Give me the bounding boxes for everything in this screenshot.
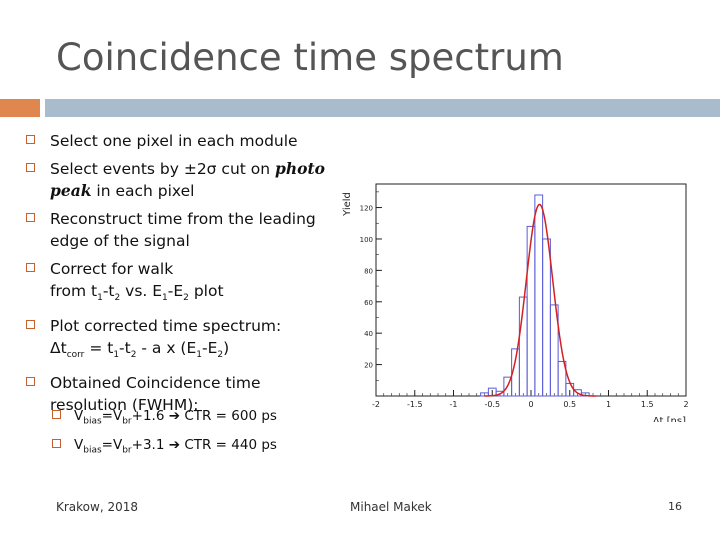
title-accent-bar	[0, 99, 40, 117]
formula-text: -E	[202, 339, 218, 358]
x-tick-label: -1	[450, 400, 458, 409]
histogram-bar	[534, 194, 544, 397]
bullet-emphasis: photo	[275, 159, 325, 178]
x-tick-label: -2	[372, 400, 380, 409]
y-axis-label: Yield	[342, 192, 353, 217]
bullet-item: Correct for walk from t1-t2 vs. E1-E2 pl…	[26, 258, 346, 309]
bullet-emphasis: peak	[50, 181, 92, 200]
sub-bullet-item: Vbias=Vbr+1.6 ➔ CTR = 600 ps	[52, 405, 277, 434]
bullet-item: Select events by ±2σ cut on photo peak i…	[26, 158, 346, 202]
footer-location: Krakow, 2018	[56, 500, 139, 514]
y-tick-label: 60	[364, 299, 373, 307]
bullet-list: Select one pixel in each module Select e…	[26, 130, 346, 422]
bullet-text: from t	[50, 282, 98, 300]
square-bullet-icon	[26, 320, 35, 330]
square-bullet-icon	[52, 410, 61, 419]
bullet-item: Plot corrected time spectrum: Δtcorr = t…	[26, 315, 346, 366]
x-tick-label: 0	[528, 400, 533, 409]
bullet-text: Obtained Coincidence time	[50, 374, 261, 393]
square-bullet-icon	[26, 213, 35, 222]
x-tick-label: 1	[606, 400, 611, 409]
bullet-text: in each pixel	[91, 182, 195, 200]
formula-text: -t	[119, 339, 131, 358]
subscript: bias	[83, 445, 102, 456]
bullet-text: -t	[102, 282, 115, 300]
bullet-text: Reconstruct time from the leading	[50, 210, 316, 228]
bullet-item: Reconstruct time from the leading edge o…	[26, 208, 346, 252]
histogram-bar	[549, 304, 559, 397]
subscript: 2	[130, 350, 137, 361]
sub-bullet-text: =V	[101, 408, 123, 424]
gaussian-fit-curve	[484, 203, 597, 397]
footer-author: Mihael Makek	[350, 500, 432, 514]
square-bullet-icon	[26, 135, 35, 144]
bullet-item: Select one pixel in each module	[26, 130, 346, 152]
sub-bullet-text: V	[74, 408, 84, 424]
x-axis-label: Δt [ns]	[653, 416, 686, 422]
page-number: 16	[668, 500, 682, 513]
x-tick-label: 1.5	[641, 400, 654, 409]
subscript: 2	[217, 350, 224, 361]
subscript: 1	[162, 293, 168, 304]
square-bullet-icon	[26, 377, 35, 387]
bullet-text: -E	[167, 282, 184, 300]
subscript: br	[122, 445, 132, 456]
bullet-text: vs. E	[120, 282, 163, 300]
y-tick-label: 40	[364, 330, 373, 338]
square-bullet-icon	[26, 263, 35, 272]
subscript: bias	[83, 416, 102, 427]
bullet-text: Plot corrected time spectrum:	[50, 317, 282, 336]
subscript: 1	[196, 350, 203, 361]
time-spectrum-histogram: -2 -1.5 -1 -0.5 0 0.5 1 1.5 2 20 40 60 80 100 120 Yield…	[342, 183, 689, 422]
plot-frame	[375, 183, 687, 397]
sub-bullet-text: V	[74, 436, 84, 453]
square-bullet-icon	[26, 163, 35, 172]
subscript: corr	[66, 350, 85, 361]
subscript: 1	[97, 293, 103, 304]
slide-title: Coincidence time spectrum	[56, 36, 564, 79]
y-tick-label: 100	[360, 236, 373, 244]
subscript: 1	[113, 350, 120, 361]
formula-text: )	[223, 339, 230, 358]
bullet-item: Obtained Coincidence time resolution (FW…	[26, 372, 346, 416]
x-tick-label: -0.5	[484, 400, 500, 409]
histogram-bar	[557, 360, 567, 397]
y-tick-label: 120	[360, 205, 373, 213]
histogram-bar	[526, 225, 536, 397]
bullet-text: Correct for walk	[50, 260, 174, 278]
y-tick-label: 80	[364, 267, 373, 275]
x-tick-label: 0.5	[563, 400, 576, 409]
formula-text: = t	[84, 339, 114, 358]
bullet-text: resolution (FWHM):	[50, 396, 199, 415]
title-rule-bar	[45, 99, 720, 117]
formula-text: Δt	[50, 339, 67, 358]
sub-bullet-text: +1.6 ➔ CTR = 600 ps	[131, 408, 277, 424]
histogram-bar	[542, 238, 551, 397]
y-tick-label: 20	[364, 362, 373, 370]
x-tick-label: -1.5	[407, 400, 423, 409]
sub-bullet-text: =V	[101, 436, 123, 453]
subscript: 2	[183, 293, 189, 304]
bullet-text: Select events by ±2σ cut on	[50, 160, 276, 178]
subscript: 2	[114, 293, 121, 304]
square-bullet-icon	[52, 438, 61, 448]
bullet-text: edge of the signal	[50, 232, 190, 250]
sub-bullet-list: Vbias=Vbr+1.6 ➔ CTR = 600 ps Vbias=Vbr+3…	[52, 405, 277, 462]
x-tick-label: 2	[683, 400, 688, 409]
bullet-text: Select one pixel in each module	[50, 132, 298, 150]
sub-bullet-text: +3.1 ➔ CTR = 440 ps	[131, 436, 277, 453]
sub-bullet-item: Vbias=Vbr+3.1 ➔ CTR = 440 ps	[52, 434, 277, 463]
subscript: br	[122, 416, 132, 427]
bullet-text: plot	[188, 282, 224, 300]
formula-text: - a x (E	[136, 339, 197, 358]
